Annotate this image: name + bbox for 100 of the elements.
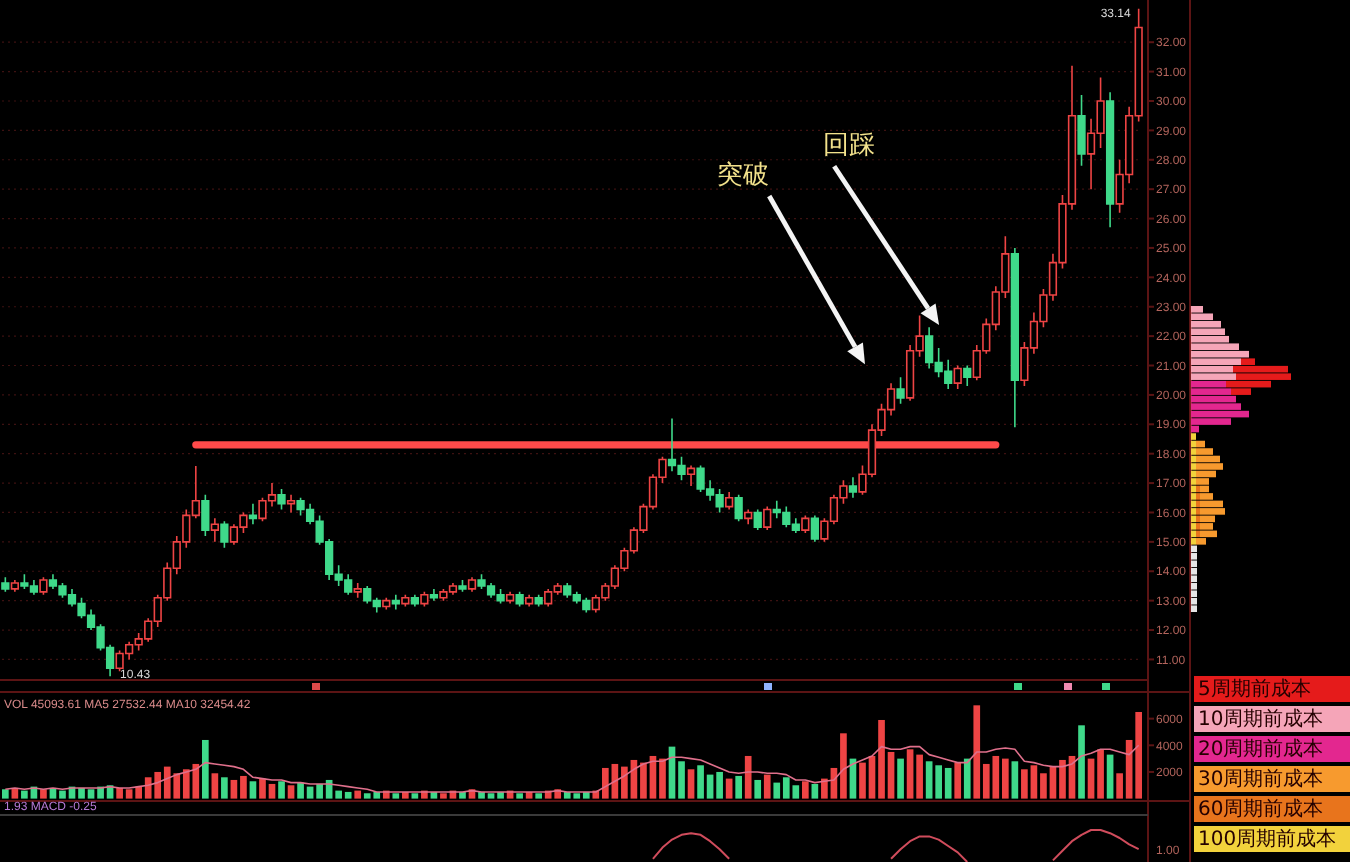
bar [1200, 485, 1209, 493]
bar [1191, 350, 1249, 358]
bar [1191, 373, 1236, 380]
bar [1191, 582, 1197, 590]
text: 10周期前成本 [1198, 706, 1324, 731]
bar [1191, 545, 1197, 553]
bar [354, 790, 362, 799]
bar [202, 739, 209, 799]
bar [897, 758, 904, 799]
bar [411, 793, 419, 799]
candlestick [744, 508, 753, 526]
bar [1191, 575, 1197, 583]
bar [1200, 508, 1225, 515]
bar [278, 781, 285, 799]
bar [1200, 500, 1223, 508]
bar [1191, 365, 1233, 373]
annotation: 回踩 [823, 130, 876, 161]
bar [1191, 395, 1236, 403]
candlestick [39, 576, 48, 596]
candlestick [686, 464, 696, 487]
bar [1196, 455, 1220, 463]
text: 5周期前成本 [1198, 676, 1311, 701]
bar [1196, 440, 1205, 448]
bar [1191, 388, 1231, 395]
candlestick [801, 514, 810, 534]
candlestick [286, 494, 296, 514]
text: 30周期前成本 [1198, 766, 1324, 791]
candlestick [515, 591, 524, 608]
candlestick [10, 579, 19, 593]
bar [1191, 597, 1197, 605]
candlestick [1, 576, 10, 593]
bar [1191, 605, 1197, 612]
bar [249, 781, 257, 799]
line-series [4, 744, 1140, 793]
bar [763, 774, 771, 799]
candlestick [534, 593, 543, 608]
candlestick [963, 364, 972, 387]
bar [221, 777, 228, 799]
bar [1191, 358, 1241, 365]
bar [211, 773, 219, 799]
bar [1191, 320, 1221, 328]
bar [1191, 380, 1226, 388]
candlestick [458, 579, 467, 593]
bar [1233, 365, 1288, 373]
bar [1191, 328, 1225, 336]
bar [1106, 754, 1114, 799]
candlestick [763, 505, 772, 531]
bar [1196, 470, 1216, 478]
bar [1191, 553, 1197, 560]
candlestick [391, 593, 400, 611]
bar [1191, 567, 1197, 575]
candlestick [505, 591, 515, 605]
candlestick [353, 582, 362, 599]
bar [687, 769, 695, 799]
annotation: 突破 [717, 160, 769, 191]
bar [725, 778, 733, 799]
bar [516, 793, 523, 799]
bar [735, 775, 742, 799]
bar [1200, 530, 1217, 538]
bar [811, 783, 819, 799]
bar [1196, 463, 1223, 470]
candlestick [525, 593, 534, 608]
bar [535, 793, 542, 799]
candlestick [953, 364, 962, 390]
candlestick [210, 517, 219, 543]
candlestick [382, 596, 391, 611]
text: 20周期前成本 [1198, 736, 1324, 761]
candlestick [429, 588, 439, 602]
bar [1191, 590, 1197, 598]
candlestick [1077, 94, 1086, 167]
candlestick [401, 593, 410, 608]
bar [1191, 403, 1241, 410]
text: 60周期前成本 [1198, 796, 1324, 821]
bar [1011, 761, 1019, 799]
bar [2, 789, 9, 799]
candlestick [734, 494, 743, 523]
bar [1191, 313, 1213, 321]
candlestick [1105, 91, 1115, 229]
candlestick [753, 508, 762, 531]
candlestick [277, 488, 286, 511]
candlestick [848, 476, 858, 499]
bar [392, 793, 400, 799]
candlestick [725, 491, 734, 511]
bar [287, 785, 295, 799]
bar [1200, 523, 1213, 530]
candlestick [810, 514, 819, 543]
candlestick [220, 520, 229, 549]
candlestick [410, 593, 419, 608]
text: 100周期前成本 [1198, 826, 1337, 851]
candlestick [420, 591, 429, 608]
candlestick [201, 494, 210, 537]
bar [1196, 478, 1209, 485]
bar [802, 781, 809, 799]
candlestick [467, 576, 477, 593]
bar [954, 762, 962, 799]
bar [963, 758, 971, 799]
bar [754, 779, 762, 799]
candlestick [1010, 247, 1019, 429]
bar [1196, 448, 1213, 455]
bar [744, 755, 752, 799]
